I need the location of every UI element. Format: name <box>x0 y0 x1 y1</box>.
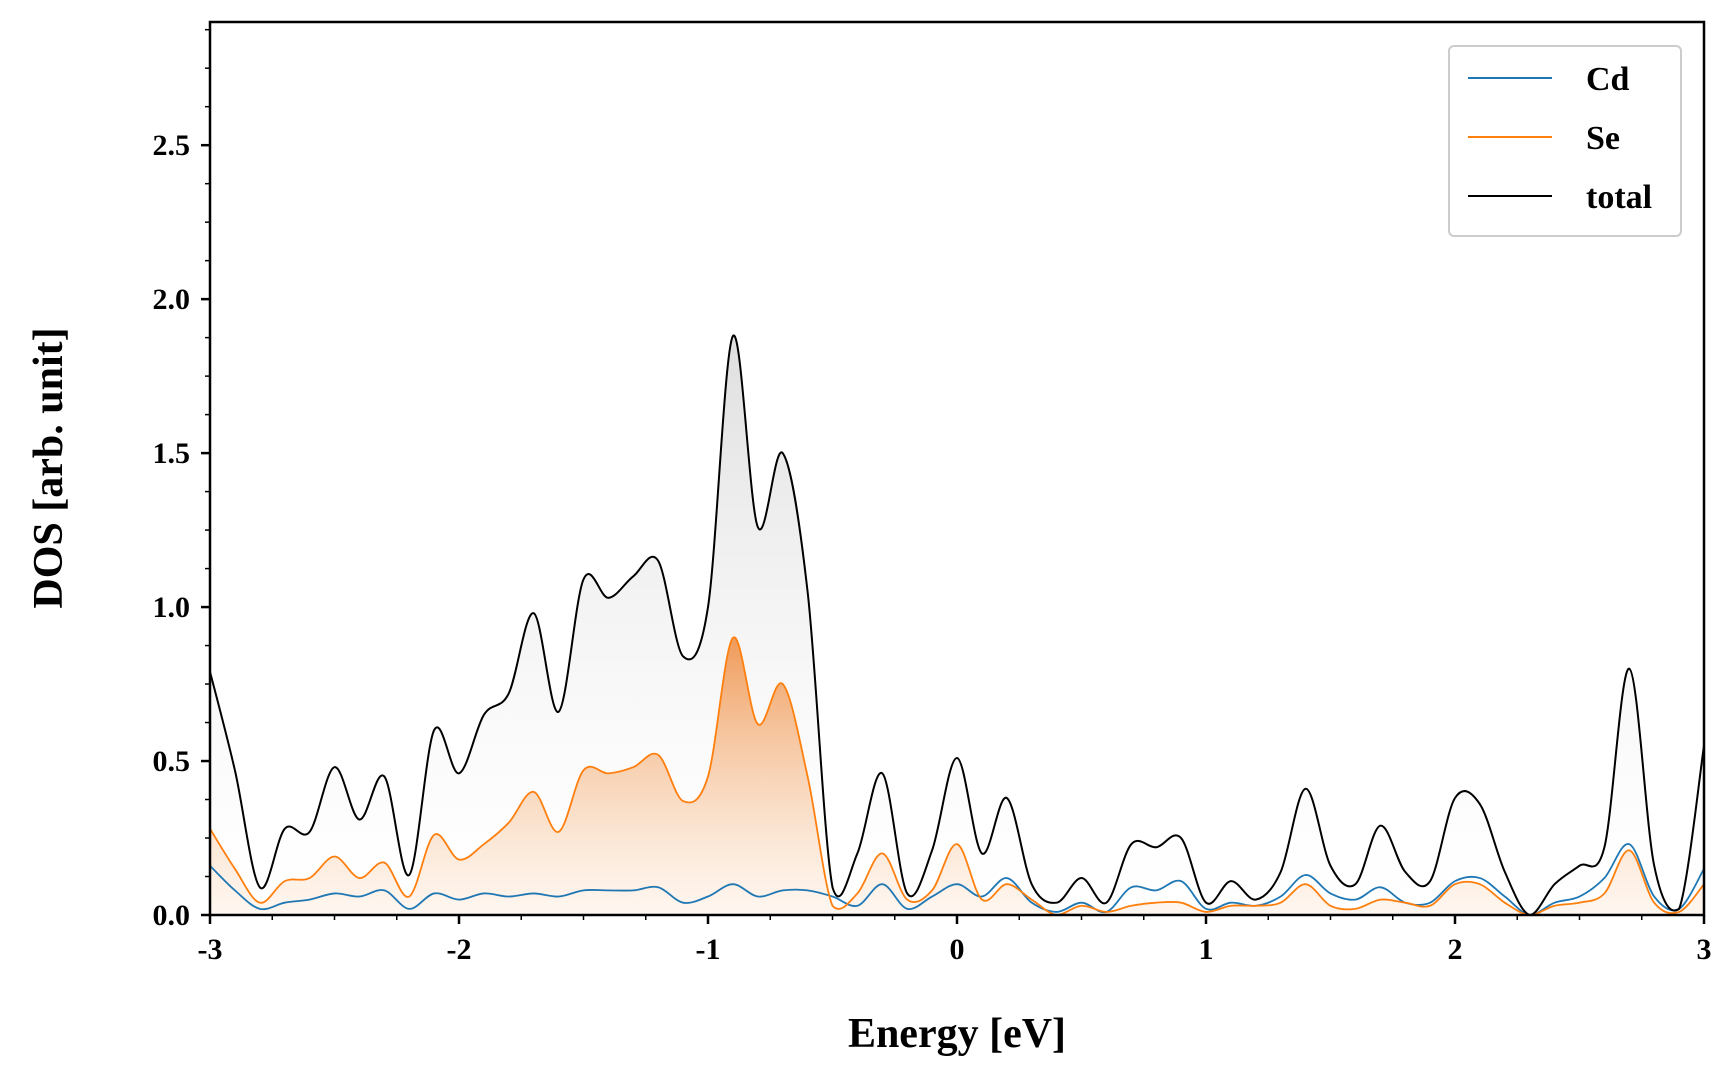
x-tick-label: -2 <box>447 933 472 966</box>
y-tick-label: 0.0 <box>153 899 191 932</box>
series-line-cd <box>210 843 1704 915</box>
series-lines <box>210 334 1704 915</box>
legend-label-se: Se <box>1586 120 1620 157</box>
x-tick-label: 3 <box>1697 933 1712 966</box>
legend-box <box>1448 45 1682 237</box>
y-tick-label: 2.0 <box>153 283 191 316</box>
x-tick-label: 1 <box>1199 933 1214 966</box>
y-axis-title: DOS [arb. unit] <box>26 327 72 608</box>
legend: Cd Se total <box>1448 45 1682 237</box>
x-axis-ticks: -3 -2 -1 0 1 2 3 <box>198 915 1712 966</box>
y-tick-label: 1.0 <box>153 591 191 624</box>
y-axis-ticks: 0.0 0.5 1.0 1.5 2.0 2.5 <box>153 28 210 932</box>
x-tick-label: 2 <box>1448 933 1463 966</box>
legend-label-cd: Cd <box>1586 61 1630 98</box>
total-area-fill <box>210 335 1704 915</box>
x-tick-label: 0 <box>950 933 965 966</box>
x-tick-label: -3 <box>198 933 223 966</box>
series-line-se <box>210 636 1704 915</box>
y-tick-label: 2.5 <box>153 129 191 162</box>
y-tick-label: 1.5 <box>153 437 191 470</box>
area-fills <box>210 335 1704 915</box>
x-axis-title: Energy [eV] <box>848 1011 1066 1057</box>
y-tick-label: 0.5 <box>153 745 191 778</box>
se-area-fill <box>210 637 1704 915</box>
legend-label-total: total <box>1586 179 1652 216</box>
x-tick-label: -1 <box>696 933 721 966</box>
series-line-total <box>210 334 1704 915</box>
